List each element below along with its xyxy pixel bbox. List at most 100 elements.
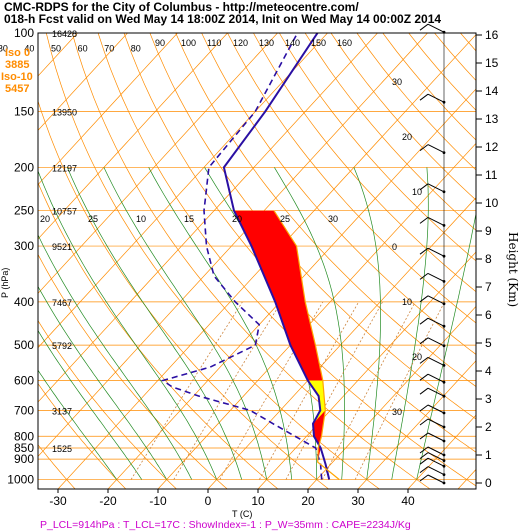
height-tick-label: 1 — [485, 448, 492, 462]
geopotential-height-label: 16428 — [52, 29, 77, 39]
geopotential-height-label: 1525 — [52, 444, 72, 454]
wind-barb — [419, 295, 446, 306]
wind-barb — [419, 356, 446, 367]
moist-adiabat-line — [38, 329, 142, 480]
wind-barb-staff — [427, 272, 445, 282]
mixing-ratio-line — [354, 301, 445, 480]
height-tick-label: 8 — [485, 252, 492, 266]
wind-barb-staff — [427, 404, 445, 414]
geopotential-heights: 16428 13950 12197 10757 9521 7467 5792 3137 1525 — [52, 29, 77, 454]
temperature-axis: -30 -20 -10 0 10 20 30 40 — [49, 489, 415, 508]
moist-adiabat-label: 160 — [337, 38, 352, 48]
geopotential-height-label: 7467 — [52, 298, 72, 308]
height-tick-label: 5 — [485, 336, 492, 350]
wind-barb-staff — [427, 183, 445, 193]
wind-barb-flag — [419, 446, 429, 454]
dry-adiabat-line — [123, 33, 476, 453]
dry-adiabat-line — [38, 99, 329, 489]
wind-barb — [419, 247, 446, 258]
moist-adiabat-line — [274, 167, 345, 480]
isotherm-label: 10 — [402, 297, 412, 307]
mixing-ratio-label: 15 — [184, 214, 194, 224]
pressure-tick-label: 800 — [14, 429, 34, 443]
mixing-ratio-line — [130, 301, 243, 480]
wind-barb-staff — [427, 418, 445, 428]
dry-adiabat-label: 60 — [78, 43, 88, 53]
isotherm-line — [38, 33, 178, 186]
temperature-profile — [222, 33, 331, 480]
moist-adiabat-line — [66, 167, 243, 480]
wind-barb-flag — [419, 317, 429, 325]
isotherm-label: 20 — [402, 132, 412, 142]
mixing-ratio-line — [173, 301, 282, 480]
iso0-value: 3885 — [5, 59, 29, 71]
grid-line-labels: 8070605040302010901001101201301401501602… — [0, 38, 422, 417]
pressure-tick-label: 700 — [14, 403, 34, 417]
pressure-tick-label: 600 — [14, 373, 34, 387]
height-axis-label: Height (Km) — [506, 232, 520, 307]
temperature-tick-label: 10 — [251, 494, 265, 508]
wind-barb — [419, 446, 446, 457]
wind-barb — [419, 93, 446, 104]
chart-title: CMC-RDPS for the City of Columbus - http… — [4, 0, 359, 14]
wind-barb-flag — [419, 457, 429, 465]
wind-barb — [419, 387, 446, 398]
dry-adiabat-line — [45, 33, 380, 489]
height-tick-label: 11 — [485, 168, 498, 182]
isotherm-label: 0 — [392, 242, 397, 252]
mixing-ratio-label: 25 — [280, 214, 290, 224]
isotherm-line — [0, 33, 28, 489]
geopotential-height-label: 5792 — [52, 341, 72, 351]
height-tick-label: 0 — [485, 476, 492, 490]
height-tick-label: 14 — [485, 84, 499, 98]
isotherm-label: 20 — [412, 352, 422, 362]
wind-barb-flag — [419, 183, 429, 191]
height-tick-label: 4 — [485, 364, 492, 378]
wind-barb — [419, 373, 446, 384]
height-tick-label: 12 — [485, 140, 499, 154]
temperature-tick-label: 0 — [205, 494, 212, 508]
temperature-tick-label: -20 — [99, 494, 117, 508]
wind-barb-staff — [427, 317, 445, 327]
wind-barb-flag — [419, 272, 429, 280]
height-tick-label: 15 — [485, 56, 499, 70]
wind-barb-staff — [427, 23, 445, 33]
wind-barb-flag — [419, 216, 429, 224]
wind-barb-flag — [419, 404, 429, 412]
dry-adiabat-label: 80 — [131, 43, 141, 53]
temperature-axis-label: T (C) — [232, 509, 252, 519]
wind-barb-staff — [427, 337, 445, 347]
pressure-tick-label: 200 — [14, 160, 34, 174]
iso10-value: 5457 — [5, 83, 29, 95]
isotherm-line — [357, 360, 476, 489]
wind-barb — [419, 183, 446, 194]
dry-adiabat-line — [175, 33, 476, 387]
dry-adiabat-line — [38, 383, 127, 489]
wind-barb — [419, 418, 446, 429]
wind-barb-flag — [419, 23, 429, 31]
wind-barb-staff — [427, 247, 445, 257]
moist-adiabat-line — [38, 369, 117, 480]
height-tick-label: 3 — [485, 392, 492, 406]
moist-adiabat-line — [38, 234, 193, 480]
temperature-tick-label: 20 — [301, 494, 315, 508]
wind-barb-staff — [427, 387, 445, 397]
dry-adiabat-line — [201, 33, 476, 355]
mixing-ratio-label: 20 — [232, 214, 242, 224]
geopotential-height-label: 9521 — [52, 242, 72, 252]
height-tick-label: 6 — [485, 308, 492, 322]
isotherm-label: 30 — [392, 77, 402, 87]
wind-barb-flag — [419, 373, 429, 381]
wind-barb-flag — [419, 295, 429, 303]
isotherm-label: 30 — [392, 407, 402, 417]
dry-adiabat-line — [38, 319, 177, 489]
isotherm-line — [107, 88, 476, 489]
wind-barb-staff — [427, 295, 445, 305]
moist-adiabat-line — [148, 167, 293, 480]
wind-barbs — [419, 23, 446, 485]
pressure-tick-label: 300 — [14, 239, 34, 253]
geopotential-height-label: 13950 — [52, 108, 77, 118]
wind-barb-staff — [427, 452, 445, 462]
